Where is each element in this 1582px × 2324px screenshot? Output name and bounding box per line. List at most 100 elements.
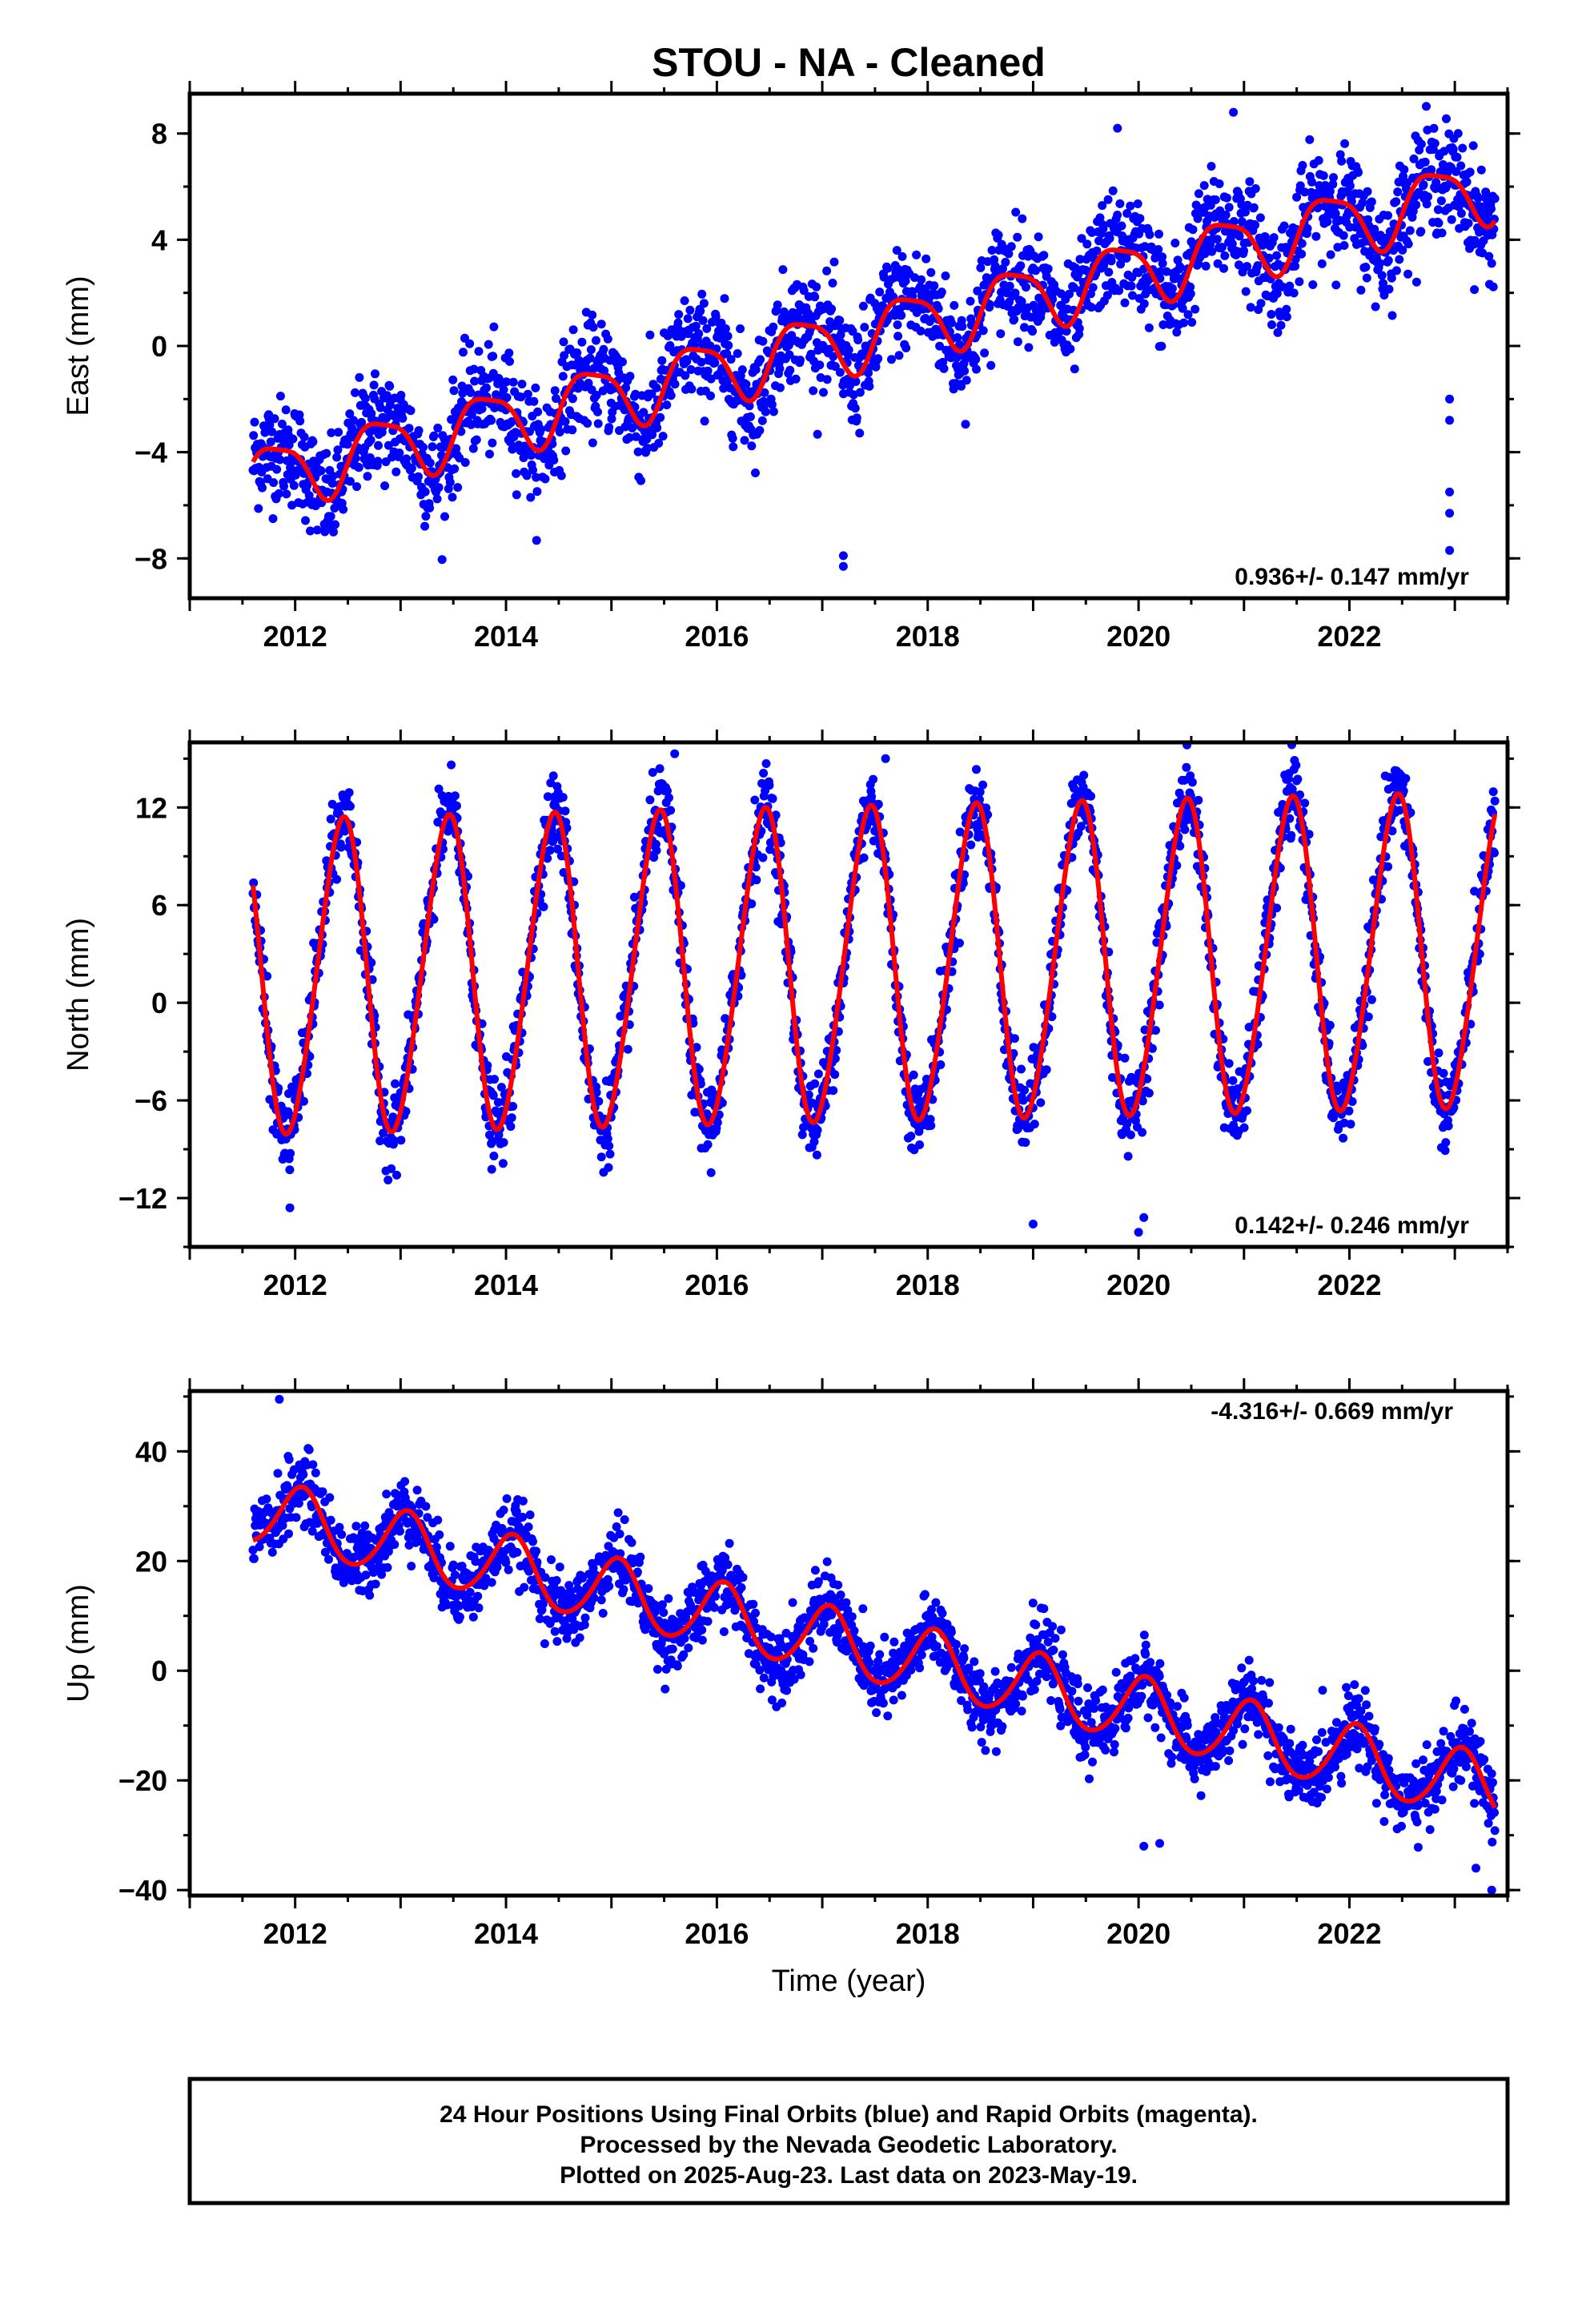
east-data-point [1337,156,1347,166]
east-data-point [1006,242,1016,251]
east-data-point [559,337,568,347]
east-data-point [281,405,291,415]
east-data-point [363,472,372,481]
east-data-point [652,423,662,432]
north-outlier-point [1028,1220,1038,1228]
east-data-point [549,456,559,464]
east-data-point [406,406,416,416]
east-data-point [758,336,768,346]
east-data-point [706,374,716,384]
east-data-point [1456,209,1466,218]
east-data-point [697,289,707,299]
north-data-point [906,1132,916,1141]
north-data-point [1079,770,1089,780]
up-data-points [248,1394,1500,1895]
east-data-point [306,526,315,536]
x-tick-label: 2014 [474,620,538,653]
east-data-point [1179,318,1189,328]
x-tick-label: 2012 [263,620,327,653]
east-data-point [288,434,298,444]
east-data-point [835,368,845,377]
north-data-point [813,1125,822,1135]
east-data-point [961,420,970,429]
east-data-point [283,456,291,465]
east-data-point [699,299,709,308]
east-data-point [1215,179,1224,188]
east-data-point [448,493,457,502]
east-data-point [1256,299,1266,308]
east-data-point [339,505,348,514]
east-data-point [694,329,704,339]
north-data-point [499,1138,508,1148]
east-data-point [1427,165,1436,175]
east-data-point [572,348,582,358]
east-data-point [404,424,414,433]
east-data-point [1436,196,1446,206]
north-data-point [936,1060,946,1069]
north-data-point [1010,1034,1019,1043]
east-data-point [1279,221,1289,231]
east-data-point [1391,266,1401,275]
east-data-point [1018,214,1027,223]
north-data-point [1291,761,1301,770]
east-data-point [698,316,708,325]
east-data-point [488,352,498,361]
east-data-point [450,464,460,473]
east-data-point [421,512,431,521]
east-data-point [710,358,720,368]
east-data-point [720,294,729,304]
east-data-point [304,491,314,501]
east-data-point [855,428,865,438]
north-data-point [810,1079,820,1088]
east-data-point [1420,157,1430,167]
east-data-point [1453,129,1463,139]
east-data-point [1269,233,1279,243]
east-data-point [1395,255,1404,264]
east-data-point [1383,211,1393,220]
north-data-point [1030,1120,1039,1129]
east-data-point [1010,315,1019,324]
east-data-point [1295,277,1304,287]
east-data-point [517,380,527,389]
east-data-point [527,451,536,460]
east-data-point [1423,192,1432,202]
east-data-point [1172,328,1182,337]
east-data-point [728,433,737,443]
east-data-point [607,414,616,424]
east-data-point [1289,288,1299,298]
east-data-point [656,412,665,422]
east-data-point [274,489,283,498]
north-data-point [706,1168,716,1177]
east-data-point [474,347,484,356]
east-data-point [1416,227,1426,236]
east-data-point [522,471,532,480]
y-tick-label: 8 [151,118,167,151]
east-data-point [1199,181,1209,191]
x-tick-label: 2018 [896,1269,960,1301]
north-data-point [1123,1152,1133,1161]
north-outlier-point [881,754,890,763]
north-data-point [926,1121,936,1130]
east-data-point [414,472,423,481]
up-data-point [273,1469,283,1478]
east-data-point [1447,215,1456,224]
east-data-point [269,478,279,488]
east-data-point [733,349,742,358]
east-data-point [721,324,730,333]
east-data-point [662,400,672,410]
north-data-point [623,1044,632,1054]
north-data-point [761,759,771,768]
east-data-point [636,476,645,485]
east-data-point [917,275,926,284]
east-data-point [433,424,443,432]
east-data-point [853,336,863,344]
east-data-point [470,376,480,386]
east-data-point [1340,139,1350,148]
east-data-point [757,416,767,425]
east-data-point [1442,114,1451,123]
north-data-point [750,795,760,805]
north-data-point [759,769,769,778]
north-data-point [652,846,661,855]
east-data-point [778,265,788,275]
